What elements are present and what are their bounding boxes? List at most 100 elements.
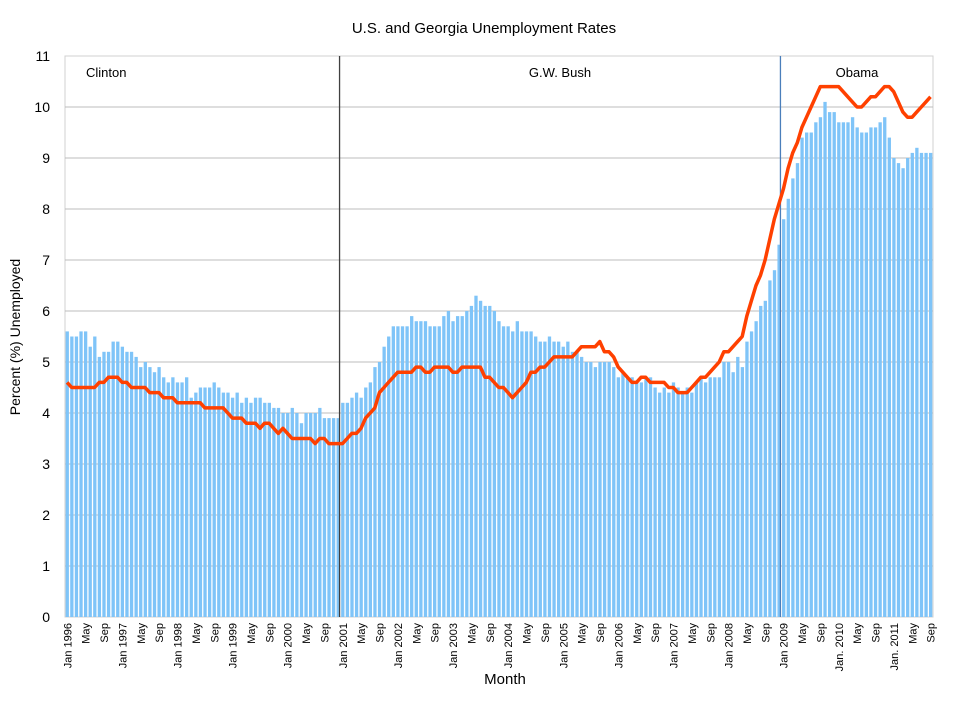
bar — [98, 357, 101, 617]
bar — [585, 362, 588, 617]
bar — [153, 372, 156, 617]
x-tick-label: May — [81, 623, 93, 644]
bar — [226, 393, 229, 617]
bar — [231, 398, 234, 617]
bar — [575, 352, 578, 617]
bar — [506, 326, 509, 617]
bar — [465, 311, 468, 617]
bar — [571, 352, 574, 617]
x-tick-label: Sep — [760, 623, 772, 643]
bar — [534, 337, 537, 618]
x-tick-label: May — [632, 623, 644, 644]
bar — [488, 306, 491, 617]
bar — [461, 316, 464, 617]
x-tick-label: Jan. 2011 — [889, 623, 901, 671]
bar — [107, 352, 110, 617]
bar — [392, 326, 395, 617]
x-tick-label: Sep — [209, 623, 221, 643]
x-tick-label: Jan 1997 — [117, 623, 129, 668]
y-tick-label: 5 — [42, 354, 50, 370]
bar — [856, 127, 859, 617]
bar — [892, 158, 895, 617]
bar — [102, 352, 105, 617]
x-tick-label: May — [907, 623, 919, 644]
x-tick-label: May — [687, 623, 699, 644]
x-tick-label: Jan 1999 — [228, 623, 240, 668]
bar — [497, 321, 500, 617]
x-tick-label: May — [191, 623, 203, 644]
x-tick-label: May — [797, 623, 809, 644]
x-axis-label: Month — [484, 671, 526, 688]
bar — [695, 382, 698, 617]
bar — [649, 377, 652, 617]
bar — [548, 337, 551, 618]
bar — [552, 342, 555, 617]
bar — [920, 153, 923, 617]
bar — [658, 393, 661, 617]
bar — [484, 306, 487, 617]
x-tick-label: Sep — [99, 623, 111, 643]
bar — [787, 199, 790, 617]
bar — [837, 122, 840, 617]
bar — [176, 382, 179, 617]
bar — [911, 153, 914, 617]
bar — [608, 362, 611, 617]
us-bars — [66, 102, 933, 617]
bar — [805, 133, 808, 618]
bar — [300, 423, 303, 617]
bar — [323, 418, 326, 617]
x-tick-label: Jan 2008 — [724, 623, 736, 668]
bar — [539, 342, 542, 617]
bar — [580, 357, 583, 617]
bar — [424, 321, 427, 617]
x-tick-label: Sep — [485, 623, 497, 643]
bar — [667, 393, 670, 617]
bar — [93, 337, 96, 618]
bar — [635, 382, 638, 617]
bar — [819, 117, 822, 617]
bar — [304, 413, 307, 617]
x-tick-label: Sep — [319, 623, 331, 643]
bar — [566, 342, 569, 617]
bar — [681, 393, 684, 617]
bar — [525, 331, 528, 617]
bar — [208, 388, 211, 618]
bar — [410, 316, 413, 617]
bar — [479, 301, 482, 617]
bar — [516, 321, 519, 617]
bar — [79, 331, 82, 617]
bar — [502, 326, 505, 617]
bar — [240, 403, 243, 617]
annotation-obama: Obama — [836, 65, 879, 80]
bar — [442, 316, 445, 617]
bar — [157, 367, 160, 617]
bar — [405, 326, 408, 617]
bar — [474, 296, 477, 617]
bar — [828, 112, 831, 617]
bar — [116, 342, 119, 617]
bar — [222, 393, 225, 617]
y-tick-label: 3 — [42, 456, 50, 472]
bar — [713, 377, 716, 617]
bar — [332, 418, 335, 617]
bar — [112, 342, 115, 617]
x-tick-label: Jan 1996 — [62, 623, 74, 668]
bar — [782, 219, 785, 617]
bar — [213, 382, 216, 617]
bar — [236, 393, 239, 617]
x-tick-label: May — [522, 623, 534, 644]
bar — [915, 148, 918, 617]
x-tick-label: Jan. 2010 — [834, 623, 846, 671]
x-tick-label: Sep — [926, 623, 938, 643]
bar — [148, 367, 151, 617]
bar — [768, 280, 771, 617]
bar — [754, 321, 757, 617]
bar — [888, 138, 891, 617]
bar — [897, 163, 900, 617]
bar — [718, 377, 721, 617]
x-tick-label: Sep — [264, 623, 276, 643]
x-tick-label: Sep — [650, 623, 662, 643]
bar — [791, 178, 794, 617]
y-tick-label: 0 — [42, 609, 50, 625]
